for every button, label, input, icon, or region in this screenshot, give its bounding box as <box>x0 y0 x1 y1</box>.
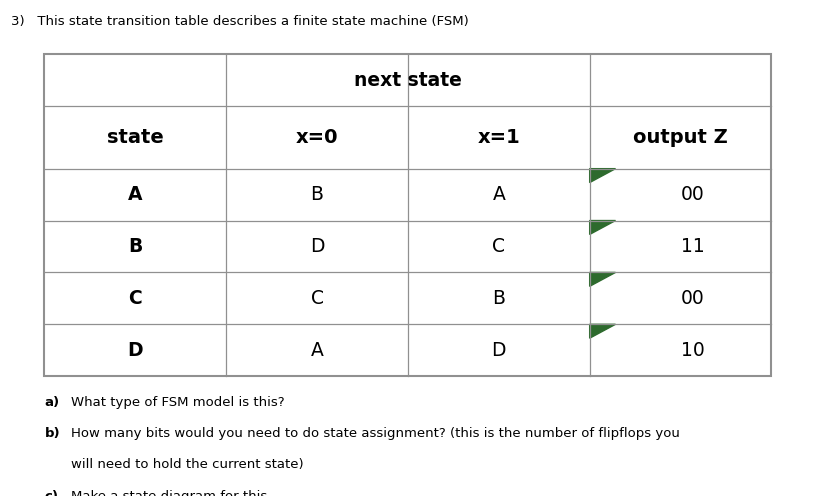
Text: 00: 00 <box>681 289 705 308</box>
Text: will need to hold the current state): will need to hold the current state) <box>71 458 304 471</box>
Text: x=1: x=1 <box>477 128 520 147</box>
Text: 11: 11 <box>681 237 705 256</box>
Text: D: D <box>310 237 325 256</box>
Text: a): a) <box>45 396 60 409</box>
Text: output Z: output Z <box>633 128 728 147</box>
Bar <box>45 55 771 376</box>
Polygon shape <box>589 324 616 338</box>
Text: D: D <box>491 341 506 360</box>
Text: B: B <box>310 185 324 204</box>
Text: Make a state diagram for this: Make a state diagram for this <box>71 490 267 496</box>
Text: A: A <box>128 185 143 204</box>
Text: C: C <box>310 289 324 308</box>
Text: B: B <box>492 289 505 308</box>
Text: 10: 10 <box>681 341 705 360</box>
Text: What type of FSM model is this?: What type of FSM model is this? <box>71 396 285 409</box>
Text: C: C <box>492 237 505 256</box>
Text: x=0: x=0 <box>295 128 339 147</box>
Polygon shape <box>589 272 616 286</box>
Text: B: B <box>128 237 143 256</box>
Text: A: A <box>310 341 324 360</box>
Text: C: C <box>129 289 142 308</box>
Text: b): b) <box>45 427 60 440</box>
Text: state: state <box>107 128 164 147</box>
Text: A: A <box>492 185 505 204</box>
Text: How many bits would you need to do state assignment? (this is the number of flip: How many bits would you need to do state… <box>71 427 680 440</box>
Polygon shape <box>589 169 616 183</box>
Text: c): c) <box>45 490 58 496</box>
Text: D: D <box>128 341 143 360</box>
Text: 3)   This state transition table describes a finite state machine (FSM): 3) This state transition table describes… <box>11 15 468 28</box>
Polygon shape <box>589 221 616 235</box>
Text: 00: 00 <box>681 185 705 204</box>
Text: next state: next state <box>354 71 461 90</box>
